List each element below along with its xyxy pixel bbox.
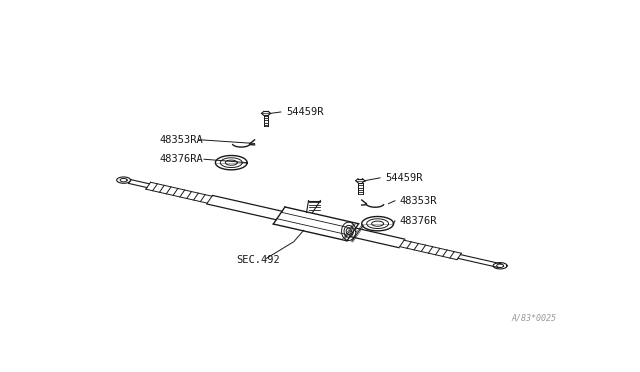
Text: 48353RA: 48353RA	[159, 135, 203, 145]
Text: A/83*0025: A/83*0025	[511, 314, 556, 323]
Text: 48376R: 48376R	[400, 216, 437, 226]
Text: 54459R: 54459R	[385, 173, 422, 183]
Text: SEC.492: SEC.492	[236, 255, 280, 265]
Text: 54459R: 54459R	[286, 107, 323, 117]
Text: 48376RA: 48376RA	[159, 154, 203, 164]
Text: 48353R: 48353R	[400, 196, 437, 206]
